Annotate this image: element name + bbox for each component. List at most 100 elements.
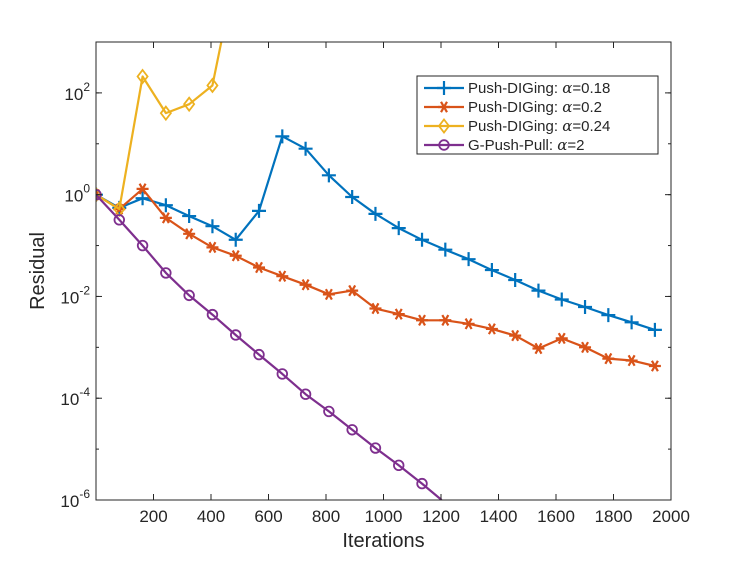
legend-label: Push-DIGing: α=0.18 [468, 79, 610, 97]
data-point [276, 270, 289, 282]
data-point [205, 219, 220, 234]
series-line-3 [96, 42, 223, 211]
legend-label: G-Push-Pull: α=2 [468, 136, 584, 154]
data-point [206, 241, 219, 254]
data-point [183, 289, 195, 302]
data-point [345, 189, 360, 204]
data-point [393, 459, 405, 472]
legend-label: Push-DIGing: α=0.24 [468, 117, 610, 135]
y-tick-label: 10-2 [60, 283, 90, 307]
data-point [461, 252, 476, 267]
series-group [96, 42, 662, 500]
data-point [438, 242, 453, 257]
data-point [299, 388, 312, 400]
data-point [321, 168, 336, 183]
x-tick-label: 1400 [480, 507, 518, 526]
x-tick-label: 600 [254, 507, 282, 526]
y-tick-label: 10-4 [60, 385, 90, 409]
y-tick-label: 100 [64, 182, 90, 206]
data-point [206, 308, 219, 321]
data-point [484, 263, 499, 278]
data-point [159, 212, 172, 224]
legend-marker [438, 101, 450, 113]
series-line-1 [96, 135, 656, 331]
data-point [159, 105, 172, 122]
data-point [601, 308, 616, 323]
data-point [624, 315, 639, 330]
legend-entry: Push-DIGing: α=0.24 [424, 117, 610, 135]
legend-entry: Push-DIGing: α=0.2 [424, 98, 602, 116]
data-point [96, 186, 103, 203]
data-point [136, 239, 149, 252]
data-point [439, 314, 452, 327]
data-point [323, 405, 335, 418]
data-point [648, 360, 661, 372]
data-point [253, 348, 265, 361]
legend-entry: Push-DIGing: α=0.18 [424, 79, 610, 97]
axes: 200 400 600 800 1000 1200 1400 1600 1800 2000 10-6… [27, 41, 690, 552]
data-point [229, 250, 242, 262]
data-point [113, 214, 125, 226]
x-tick-label: 2000 [652, 507, 690, 526]
y-axis-title: Residual [27, 232, 49, 310]
data-point [160, 267, 172, 279]
legend-label: Push-DIGing: α=0.2 [468, 98, 602, 116]
data-point [462, 318, 475, 330]
x-tick-label: 1000 [365, 507, 403, 526]
data-point [532, 342, 545, 355]
x-tick-label: 800 [312, 507, 340, 526]
data-point [346, 424, 358, 436]
data-point [602, 352, 615, 365]
data-point [183, 96, 196, 113]
data-point [276, 368, 289, 380]
data-point [135, 191, 150, 206]
data-point [415, 232, 430, 247]
plot-area [96, 42, 662, 500]
x-tick-label: 1800 [595, 507, 633, 526]
data-point [253, 261, 266, 274]
data-point [392, 308, 405, 320]
series-4 [96, 188, 443, 500]
data-point [182, 209, 197, 224]
series-3 [96, 42, 223, 218]
data-point [647, 322, 662, 337]
data-point [183, 228, 196, 240]
data-point [579, 341, 592, 354]
data-point [554, 292, 569, 307]
legend-marker [438, 139, 450, 151]
data-point [391, 221, 406, 236]
data-point [228, 232, 243, 247]
data-point [531, 283, 546, 298]
y-tick-label: 10-6 [60, 487, 90, 511]
data-point [322, 288, 335, 301]
legend-entry: G-Push-Pull: α=2 [424, 136, 584, 154]
data-point [369, 442, 382, 454]
data-point [275, 129, 290, 144]
data-point [485, 323, 498, 335]
data-point [158, 198, 173, 213]
y-tick-label: 102 [64, 80, 90, 104]
data-point [369, 302, 382, 315]
x-tick-label: 1600 [537, 507, 575, 526]
x-tick-label: 400 [197, 507, 225, 526]
data-point [368, 206, 383, 221]
data-point [346, 284, 359, 297]
data-point [230, 329, 242, 341]
data-point [508, 273, 523, 288]
data-point [206, 77, 219, 94]
data-point [136, 183, 149, 195]
series-1 [96, 129, 662, 337]
x-tick-label: 200 [139, 507, 167, 526]
legend-marker [437, 118, 451, 134]
data-point [555, 332, 568, 345]
data-point [416, 314, 429, 327]
series-line-4 [96, 193, 443, 500]
data-point [299, 278, 312, 291]
x-tick-label: 1200 [422, 507, 460, 526]
data-point [578, 300, 593, 315]
data-point [298, 141, 313, 156]
legend-marker [437, 81, 451, 95]
data-point [509, 329, 522, 342]
